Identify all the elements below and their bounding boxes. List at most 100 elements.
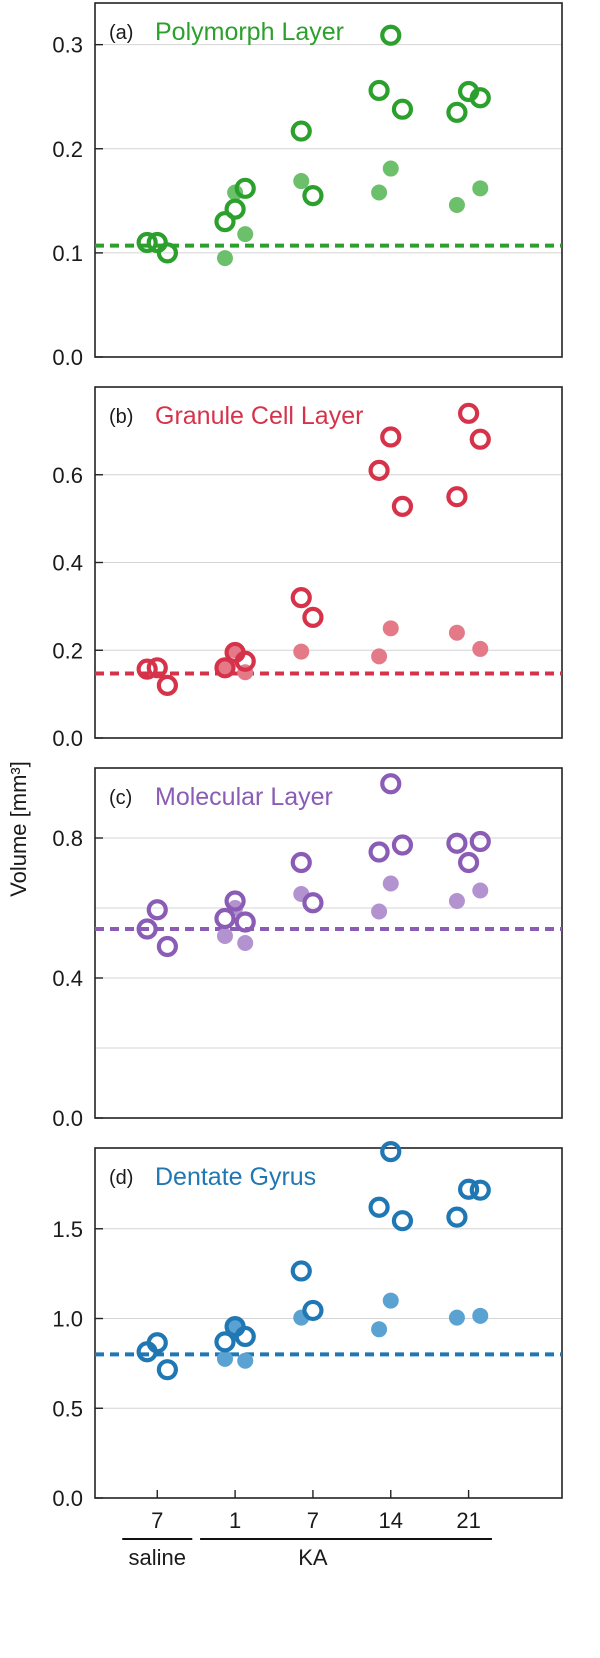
y-tick-label: 0.2 [52, 638, 83, 663]
data-point-filled [472, 1307, 489, 1324]
data-point-open [146, 899, 168, 921]
data-point-filled [371, 903, 388, 920]
data-point-open [302, 185, 324, 207]
plot-frame [94, 767, 563, 1119]
data-point-open [146, 1332, 168, 1354]
data-point-filled [293, 173, 310, 190]
data-point-open [368, 79, 390, 102]
x-tick-label: 7 [307, 1508, 319, 1533]
data-point-open [380, 426, 402, 448]
data-point-open [224, 198, 246, 220]
y-tick-label: 0.4 [52, 551, 83, 576]
y-tick-label: 1.0 [52, 1307, 83, 1332]
data-point-open [458, 851, 480, 874]
y-tick-label: 0.6 [52, 463, 83, 488]
data-point-open [234, 911, 256, 933]
data-point-open [391, 495, 414, 517]
data-point-filled [216, 928, 233, 944]
data-point-open [156, 242, 178, 264]
data-point-open [469, 428, 491, 450]
x-tick-label: 1 [229, 1508, 241, 1533]
chart-panel: 0.0 0.2 0.4 0.6 (b) Granule Cell Layer [52, 386, 563, 751]
data-point-filled [448, 624, 465, 641]
data-point-filled [472, 882, 489, 899]
data-point-open [214, 211, 236, 233]
data-point-open [446, 832, 468, 854]
ka-group-label: KA [298, 1545, 328, 1570]
data-point-open [234, 650, 256, 672]
data-point-open [234, 1325, 256, 1348]
data-point-filled [371, 184, 388, 201]
data-point-open [391, 834, 414, 856]
data-point-open [214, 657, 236, 679]
data-point-open [458, 402, 480, 424]
data-point-filled [382, 1292, 399, 1309]
data-point-open [380, 24, 402, 46]
data-point-open [290, 1260, 312, 1282]
data-point-open [446, 486, 468, 508]
plot-frame [94, 2, 563, 358]
data-point-open [290, 851, 312, 874]
data-point-open [446, 1206, 468, 1228]
data-point-open [214, 1331, 236, 1353]
x-axis: 7 1 7 14 21 saline KA [122, 1490, 492, 1570]
data-point-open [368, 841, 390, 863]
data-point-filled [237, 935, 254, 951]
data-point-filled [382, 875, 399, 892]
data-point-filled [371, 1321, 388, 1338]
data-point-filled [237, 1352, 254, 1369]
chart-panel: 0.0 0.4 0.8 (c) Molecular Layer [52, 767, 563, 1131]
data-point-open [146, 657, 168, 679]
panel-tag: (a) [109, 22, 133, 44]
data-point-open [156, 674, 178, 696]
data-point-open [136, 231, 158, 254]
data-point-open [302, 892, 324, 914]
data-point-open [136, 918, 158, 940]
y-tick-label: 0.0 [52, 345, 83, 370]
data-point-filled [472, 640, 489, 657]
chart-panel: 0.0 0.5 1.0 1.5 (d) Dentate Gyrus [52, 1140, 563, 1511]
data-point-open [290, 586, 312, 609]
data-point-filled [448, 893, 465, 909]
data-point-filled [448, 196, 465, 213]
y-tick-label: 0.8 [52, 826, 83, 851]
data-point-open [214, 907, 236, 930]
data-point-filled [293, 643, 310, 660]
data-point-open [380, 1140, 402, 1163]
data-point-filled [382, 160, 399, 177]
data-point-open [234, 177, 256, 199]
y-tick-label: 0.0 [52, 726, 83, 751]
data-point-open [368, 459, 390, 481]
data-point-filled [472, 180, 489, 197]
panel-title: Molecular Layer [155, 783, 333, 811]
panel-tag: (b) [109, 406, 133, 428]
data-point-open [156, 1359, 178, 1381]
data-point-open [380, 773, 402, 795]
y-tick-label: 0.1 [52, 241, 83, 266]
data-point-open [391, 98, 414, 120]
y-axis-label: Volume [mm³] [6, 761, 31, 897]
panel-title: Dentate Gyrus [155, 1163, 316, 1191]
panel-tag: (d) [109, 1167, 133, 1189]
y-tick-label: 0.0 [52, 1106, 83, 1131]
panel-title: Granule Cell Layer [155, 402, 363, 430]
data-point-open [368, 1196, 390, 1218]
saline-group-label: saline [129, 1545, 186, 1570]
data-point-open [302, 1299, 324, 1322]
data-point-filled [237, 226, 254, 243]
data-point-filled [371, 648, 388, 665]
data-point-filled [216, 659, 233, 676]
data-point-open [458, 1178, 480, 1200]
y-tick-label: 0.4 [52, 966, 83, 991]
data-point-filled [216, 1350, 233, 1367]
panels: 0.00.10.20.3 (a) Polymorph Layer0.00.20.40… [52, 2, 563, 1511]
data-point-open [391, 1210, 414, 1232]
x-tick-label: 21 [456, 1508, 480, 1533]
data-point-filled [382, 620, 399, 637]
data-point-open [224, 890, 246, 912]
x-tick-label: 14 [379, 1508, 403, 1533]
data-point-filled [448, 1309, 465, 1326]
data-point-open [156, 935, 178, 958]
plot-frame [94, 1147, 563, 1499]
